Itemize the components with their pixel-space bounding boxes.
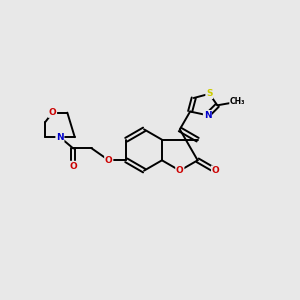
Text: N: N [204,111,211,120]
Text: O: O [176,166,184,175]
Text: O: O [49,108,56,117]
Text: N: N [56,133,64,142]
Text: O: O [105,156,112,165]
Text: S: S [206,89,213,98]
Text: O: O [69,161,77,170]
Text: O: O [212,166,219,175]
Text: CH₃: CH₃ [230,97,245,106]
